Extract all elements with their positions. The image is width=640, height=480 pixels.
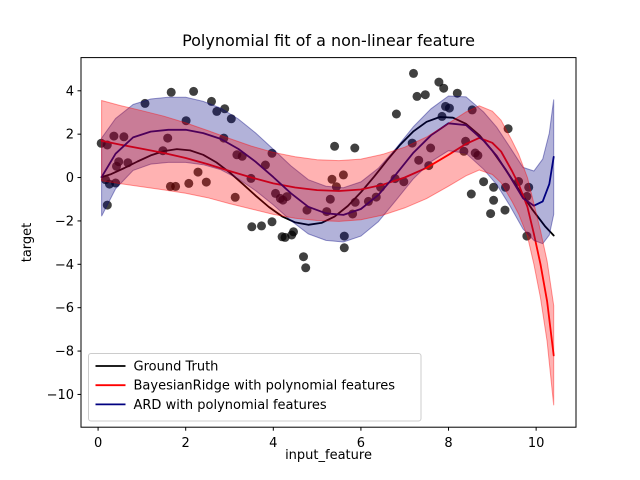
scatter-point xyxy=(420,90,430,100)
y-tick-label: −8 xyxy=(55,345,74,360)
scatter-point xyxy=(230,192,240,202)
y-axis-label: target xyxy=(20,223,35,263)
legend-item-ard-with-polynomial-features: ARD with polynomial features xyxy=(95,398,327,413)
scatter-point xyxy=(426,143,436,153)
scatter-point xyxy=(181,116,191,126)
scatter-point xyxy=(301,263,311,273)
legend-item-ground-truth: Ground Truth xyxy=(95,360,219,375)
legend-label: Ground Truth xyxy=(134,360,219,375)
scatter-point xyxy=(473,150,483,160)
scatter-point xyxy=(503,124,513,134)
x-axis-label: input_feature xyxy=(285,448,372,463)
x-tick-label: 4 xyxy=(269,436,277,451)
y-tick-label: −4 xyxy=(55,258,74,273)
axes-frame xyxy=(80,57,577,428)
scatter-point xyxy=(350,143,360,153)
legend: Ground Truth BayesianRidge with polynomia… xyxy=(88,353,422,422)
tick-labels: 0 2 4 6 8 10 4 2 0 −2 −4 −6 −8 −10 xyxy=(47,84,545,451)
scatter-point xyxy=(226,114,236,124)
scatter-point xyxy=(257,221,266,231)
scatter-point xyxy=(479,177,489,187)
x-tick-label: 6 xyxy=(357,436,365,451)
scatter-point xyxy=(193,167,203,177)
scatter-point xyxy=(299,252,308,262)
x-tick-label: 0 xyxy=(94,436,102,451)
scatter-point xyxy=(102,200,112,210)
scatter-point xyxy=(267,217,277,227)
scatter-point xyxy=(114,157,124,167)
scatter-point xyxy=(119,132,129,142)
x-tick-label: 8 xyxy=(444,436,452,451)
scatter-point xyxy=(407,138,417,148)
scatter-point xyxy=(289,227,298,237)
y-tick-label: −10 xyxy=(47,388,74,403)
scatter-point xyxy=(201,177,211,187)
scatter-point xyxy=(327,174,337,184)
scatter-point xyxy=(444,103,454,113)
scatter-point xyxy=(524,182,534,192)
scatter-point xyxy=(109,131,119,141)
scatter-point xyxy=(247,222,257,232)
scatter-point xyxy=(414,155,424,165)
scatter-point xyxy=(163,133,173,143)
scatter-point xyxy=(207,96,216,106)
scatter-point xyxy=(331,182,341,192)
y-tick-label: −2 xyxy=(55,214,74,229)
axis-ticks xyxy=(77,90,537,431)
bayesianridge-with-polynomial-features-uncertainty-band xyxy=(101,99,555,406)
scatter-point xyxy=(412,91,422,101)
scatter-point xyxy=(220,104,230,114)
bayesianridge-with-polynomial-features-line xyxy=(100,136,555,357)
scatter-point xyxy=(439,83,449,93)
ard-with-polynomial-features-line xyxy=(100,122,555,216)
scatter-point xyxy=(434,77,444,87)
chart-title: Polynomial fit of a non-linear feature xyxy=(182,31,475,50)
scatter-point xyxy=(140,98,150,108)
scatter-point xyxy=(330,141,340,151)
scatter-points xyxy=(96,68,534,273)
x-tick-label: 10 xyxy=(528,436,545,451)
x-tick-label: 2 xyxy=(182,436,190,451)
scatter-point xyxy=(467,105,477,115)
scatter-point xyxy=(184,178,194,188)
legend-label: ARD with polynomial features xyxy=(134,398,327,413)
scatter-point xyxy=(522,231,532,241)
y-tick-label: 0 xyxy=(66,171,74,186)
scatter-point xyxy=(282,192,292,202)
scatter-point xyxy=(500,205,510,215)
scatter-point xyxy=(391,109,401,119)
scatter-point xyxy=(339,231,349,241)
scatter-point xyxy=(489,182,499,192)
scatter-point xyxy=(267,148,277,158)
ard-with-polynomial-features-uncertainty-band xyxy=(101,95,555,245)
y-tick-label: −6 xyxy=(55,301,74,316)
scatter-point xyxy=(459,146,469,156)
scatter-point xyxy=(325,194,335,204)
scatter-point xyxy=(466,189,476,199)
scatter-point xyxy=(212,106,222,116)
scatter-point xyxy=(409,68,418,78)
scatter-point xyxy=(189,86,199,96)
scatter-point xyxy=(486,209,496,219)
scatter-point xyxy=(171,181,181,191)
scatter-point xyxy=(452,88,462,98)
scatter-point xyxy=(501,182,510,192)
y-tick-label: 2 xyxy=(66,128,74,143)
legend-box xyxy=(88,353,422,422)
scatter-point xyxy=(489,195,499,205)
scatter-point xyxy=(338,170,348,180)
legend-item-bayesianridge-with-polynomial-features: BayesianRidge with polynomial features xyxy=(95,379,396,394)
legend-label: BayesianRidge with polynomial features xyxy=(134,379,396,394)
scatter-point xyxy=(339,243,349,253)
y-tick-label: 4 xyxy=(66,84,74,99)
scatter-point xyxy=(166,87,176,97)
scatter-point xyxy=(111,178,121,188)
